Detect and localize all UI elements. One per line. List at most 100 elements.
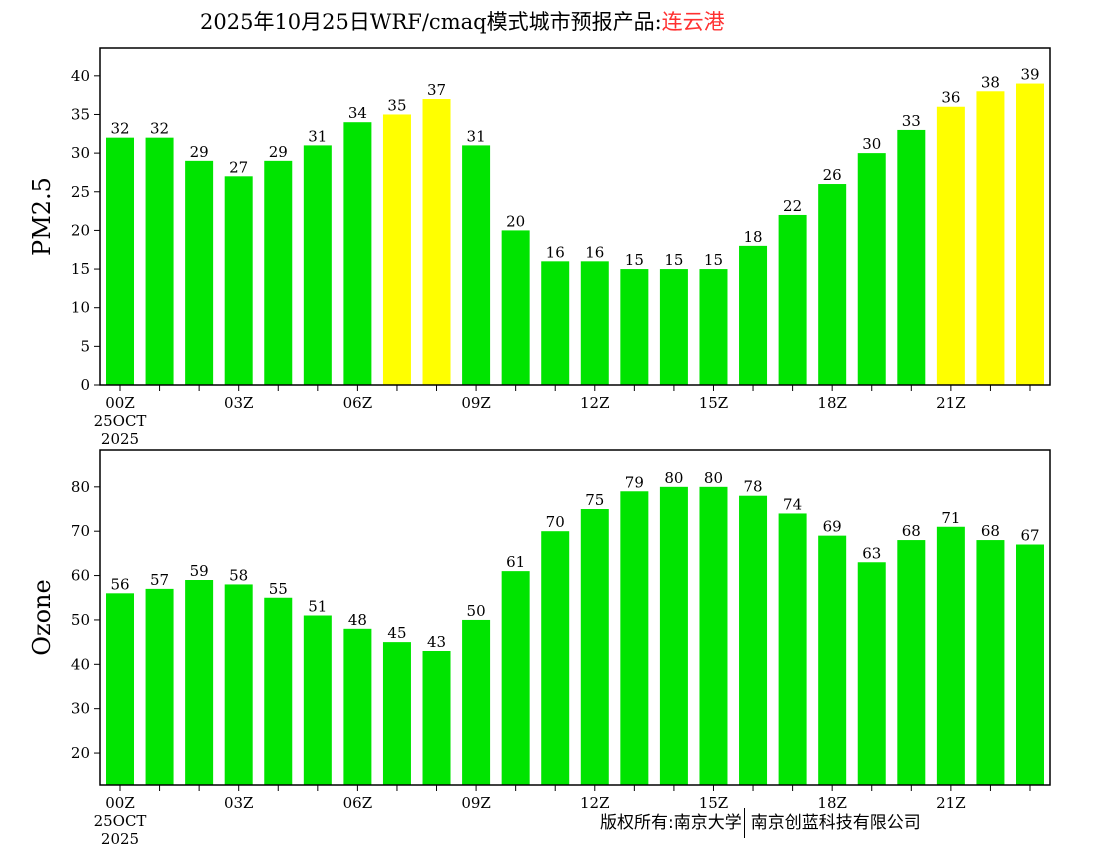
pm25-y-tick-label: 35 [71,105,90,123]
pm25-y-tick-label: 40 [71,67,90,85]
pm25-data-label: 32 [110,120,129,138]
ozone-data-label: 50 [467,602,486,620]
pm25-data-label: 39 [1020,66,1039,84]
pm25-bar [422,99,451,385]
ozone-data-label: 75 [585,491,604,509]
pm25-bar [857,153,886,385]
pm25-data-label: 34 [348,104,367,122]
pm25-data-label: 29 [269,143,288,161]
pm25-data-label: 31 [308,127,327,145]
ozone-bar [382,642,411,785]
ozone-data-label: 57 [150,571,169,589]
pm25-x-tick-label: 03Z [224,394,254,412]
ozone-bar [818,535,847,785]
ozone-data-label: 48 [348,611,367,629]
pm25-bar [818,184,847,385]
ozone-data-label: 68 [902,522,921,540]
ozone-bar [303,615,332,785]
ozone-x-tick-label: 21Z [936,794,966,812]
ozone-bar [106,593,134,785]
ozone-bar [422,651,451,785]
ozone-bar [185,580,214,785]
ozone-bar [462,619,491,785]
ozone-data-label: 67 [1020,527,1039,545]
pm25-bar [264,160,293,385]
pm25-y-axis-label: PM2.5 [28,177,56,256]
pm25-bar [778,214,807,385]
pm25-data-label: 37 [427,81,446,99]
ozone-x-tick-label: 00Z [105,794,135,812]
ozone-x-tick-label: 12Z [580,794,610,812]
pm25-data-label: 31 [467,127,486,145]
pm25-data-label: 35 [387,96,406,114]
ozone-y-tick-label: 20 [71,744,90,762]
ozone-data-label: 63 [862,544,881,562]
pm25-bar [462,145,491,385]
ozone-bar [699,486,728,785]
ozone-plot-frame [99,449,1051,786]
ozone-bar [739,495,768,785]
pm25-x-tick-label: 15Z [699,394,729,412]
ozone-data-label: 79 [625,473,644,491]
ozone-data-label: 80 [704,469,723,487]
pm25-data-label: 16 [546,243,565,261]
pm25-bar [541,261,570,385]
pm25-bar [106,137,134,385]
copyright-owner: 版权所有:南京大学 [600,813,742,833]
pm25-x-date-label: 25OCT [94,412,147,430]
ozone-data-label: 59 [190,562,209,580]
pm25-data-label: 36 [941,89,960,107]
pm25-data-label: 33 [902,112,921,130]
copyright-footer: 版权所有:南京大学 南京创蓝科技有限公司 [600,808,921,838]
ozone-data-label: 58 [229,566,248,584]
pm25-bar [897,129,926,385]
ozone-bar [343,628,372,785]
pm25-data-label: 22 [783,197,802,215]
pm25-bar [382,114,411,386]
pm25-y-tick-label: 0 [80,376,90,394]
pm25-data-label: 30 [862,135,881,153]
ozone-data-label: 69 [823,518,842,536]
pm25-y-tick-label: 20 [71,221,90,239]
pm25-x-tick-label: 12Z [580,394,610,412]
pm25-x-tick-label: 09Z [461,394,491,412]
pm25-data-label: 16 [585,243,604,261]
pm25-bar [936,106,965,386]
ozone-data-label: 74 [783,495,802,513]
ozone-y-tick-label: 60 [71,567,90,585]
pm25-data-label: 32 [150,120,169,138]
pm25-bar [976,91,1005,386]
ozone-x-year-label: 2025 [101,830,139,848]
pm25-x-tick-label: 21Z [936,394,966,412]
ozone-bar [857,562,886,785]
pm25-data-label: 38 [981,73,1000,91]
ozone-bar [224,584,253,785]
pm25-bar [1016,83,1044,385]
ozone-data-label: 61 [506,553,525,571]
ozone-data-label: 56 [110,575,129,593]
ozone-x-tick-label: 06Z [343,794,373,812]
pm25-bar [224,176,253,385]
pm25-data-label: 15 [625,251,644,269]
ozone-data-label: 80 [664,469,683,487]
pm25-data-label: 18 [743,228,762,246]
ozone-bar [264,597,293,785]
ozone-x-date-label: 25OCT [94,812,147,830]
pm25-bar [303,145,332,385]
footer-divider [743,808,745,838]
ozone-data-label: 68 [981,522,1000,540]
pm25-plot-frame [99,47,1051,386]
pm25-bar [620,269,649,385]
pm25-bar [185,160,214,385]
pm25-x-tick-label: 06Z [343,394,373,412]
pm25-data-label: 15 [664,251,683,269]
ozone-x-tick-label: 15Z [699,794,729,812]
pm25-bar [739,245,768,385]
title-text: 2025年10月25日WRF/cmaq模式城市预报产品: [200,10,662,34]
pm25-x-year-label: 2025 [101,430,139,448]
pm25-bar [699,269,728,385]
pm25-y-tick-label: 5 [80,337,90,355]
pm25-data-label: 29 [190,143,209,161]
